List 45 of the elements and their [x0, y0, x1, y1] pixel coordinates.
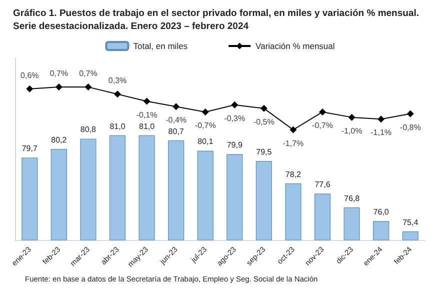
- point: [378, 116, 385, 123]
- point: [172, 103, 180, 110]
- point: [290, 126, 297, 134]
- data-label: 79,9: [226, 140, 243, 150]
- data-label: 0,3%: [108, 76, 127, 86]
- legend-label: Total, en miles: [133, 41, 188, 51]
- data-label: 75,4: [402, 218, 419, 227]
- data-label: -1,7%: [282, 138, 304, 148]
- point: [260, 104, 268, 112]
- data-label: 0,7%: [79, 69, 98, 78]
- data-label: -0,8%: [400, 122, 421, 132]
- point: [231, 101, 238, 108]
- data-label: -0,7%: [194, 120, 216, 130]
- data-label: 80,1: [198, 137, 214, 146]
- data-label: -0,5%: [253, 117, 274, 126]
- data-label: 80,8: [80, 125, 97, 134]
- data-label: 0,7%: [50, 69, 68, 78]
- chart-title: Gráfico 1. Puestos de trabajo en el sector privado formal, en miles y variación % mensual. Serie desestacionalizada. Enero 2023 – febrero 2024: [13, 8, 422, 32]
- point: [348, 114, 356, 121]
- data-label: 81,0: [110, 122, 126, 131]
- data-label: -1,1%: [370, 128, 392, 138]
- point: [26, 85, 34, 92]
- data-label: -0,7%: [312, 120, 333, 130]
- legend-label: Variación % mensual: [256, 41, 335, 51]
- data-label: 80,7: [168, 126, 184, 136]
- point: [114, 90, 121, 98]
- data-label: 78,2: [285, 170, 302, 179]
- point: [202, 108, 209, 116]
- point: [406, 110, 414, 118]
- data-label: 80,2: [51, 136, 68, 144]
- point: [55, 84, 62, 91]
- data-label: 79,5: [256, 148, 272, 157]
- point: [319, 108, 326, 116]
- point: [84, 84, 92, 91]
- data-label: 0,6%: [20, 70, 39, 80]
- data-label: 77,6: [314, 180, 331, 190]
- data-label: 79,7: [22, 144, 38, 154]
- data-label: -1,0%: [341, 126, 362, 136]
- data-label: -0,1%: [136, 110, 158, 120]
- data-label: 81,0: [138, 122, 156, 131]
- data-label: -0,3%: [224, 114, 246, 123]
- point: [143, 98, 150, 105]
- data-label: 76,0: [373, 208, 390, 217]
- data-label: 76,8: [344, 194, 360, 203]
- data-label: -0,4%: [166, 116, 187, 125]
